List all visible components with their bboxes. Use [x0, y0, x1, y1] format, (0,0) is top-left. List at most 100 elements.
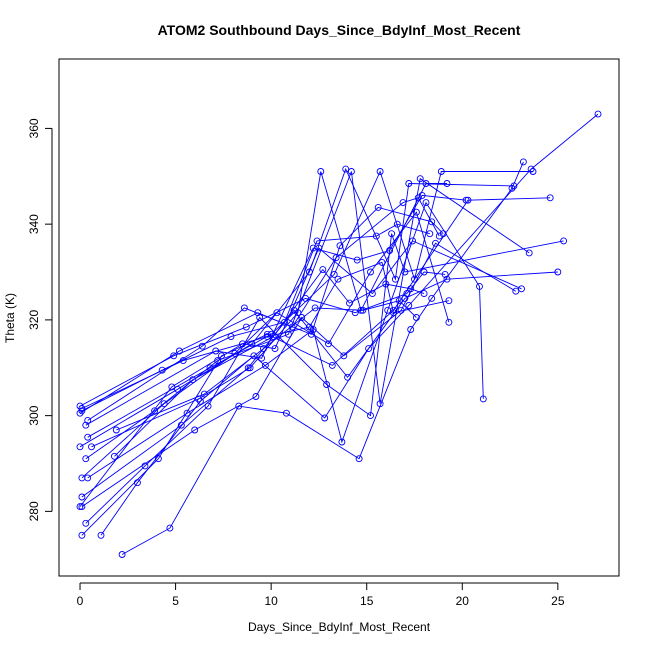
data-point [426, 230, 434, 238]
data-point [235, 402, 243, 410]
data-point [401, 294, 409, 302]
series-19 [76, 268, 449, 410]
data-point [282, 409, 290, 417]
data-point [407, 285, 415, 293]
data-point [340, 352, 348, 360]
data-point [250, 352, 258, 360]
data-point [309, 326, 317, 333]
data-point [395, 297, 403, 305]
series-4 [82, 230, 568, 527]
data-point [347, 168, 355, 175]
data-point [76, 402, 84, 410]
data-point [428, 218, 436, 226]
data-point [432, 239, 439, 247]
data-point [367, 412, 374, 420]
data-point [518, 285, 525, 293]
data-point [84, 416, 92, 424]
data-point [439, 230, 447, 238]
chart-title: ATOM2 Southbound Days_Since_BdyInf_Most_… [158, 22, 521, 38]
data-point [254, 309, 262, 317]
data-point [554, 268, 562, 276]
x-tick-label: 15 [360, 594, 374, 608]
data-point [378, 258, 386, 266]
data-point [78, 531, 86, 539]
data-point [525, 249, 533, 257]
data-point [519, 158, 527, 166]
series-15 [84, 203, 447, 424]
data-point [271, 345, 279, 353]
data-point [330, 270, 338, 278]
data-point [412, 208, 420, 216]
y-axis-label: Theta (K) [3, 293, 17, 343]
data-point [313, 237, 321, 245]
data-point [405, 180, 413, 187]
plot-frame [58, 58, 620, 577]
data-point [479, 395, 487, 403]
data-point [401, 268, 409, 276]
series-8 [84, 199, 487, 482]
data-point [317, 168, 325, 175]
data-point [476, 282, 483, 290]
data-point [118, 551, 126, 558]
series-line [81, 197, 551, 536]
x-tick-label: 10 [264, 594, 278, 608]
data-point [246, 364, 254, 372]
data-point [445, 318, 453, 326]
data-point [390, 309, 397, 317]
x-tick-label: 20 [456, 594, 470, 608]
data-point [405, 302, 413, 309]
data-point [281, 318, 288, 326]
data-point [386, 247, 394, 254]
data-point [374, 203, 382, 211]
y-tick-label: 340 [27, 214, 41, 234]
data-point [78, 407, 86, 415]
data-point [239, 340, 246, 348]
series-line [116, 300, 417, 431]
data-point [260, 345, 267, 353]
series-10 [82, 168, 533, 463]
data-point [204, 402, 212, 410]
x-axis: 0 5 10 15 20 25 [77, 582, 565, 608]
x-tick-label: 5 [172, 594, 179, 608]
series-13 [84, 168, 537, 441]
y-tick-label: 320 [27, 310, 41, 330]
data-point [382, 280, 390, 288]
data-point [112, 426, 120, 434]
data-point [332, 254, 340, 262]
data-point [510, 182, 518, 190]
data-point [594, 110, 602, 118]
data-point [391, 275, 399, 283]
data-point [311, 304, 319, 312]
data-point [82, 455, 90, 463]
data-point [422, 199, 430, 207]
x-axis-label: Days_Since_BdyInf_Most_Recent [248, 620, 431, 634]
series-line [121, 161, 524, 555]
data-point [334, 275, 342, 283]
data-point [305, 323, 313, 331]
series-line [87, 170, 533, 438]
data-point [355, 455, 363, 463]
data-point [407, 326, 415, 333]
data-point [84, 433, 92, 441]
series-line [81, 242, 517, 507]
data-point [388, 230, 396, 238]
data-point [359, 306, 367, 314]
data-point [353, 256, 361, 264]
data-point [166, 524, 174, 532]
data-point [443, 275, 451, 283]
data-point [546, 194, 554, 202]
data-point [414, 194, 422, 202]
data-point [200, 390, 208, 398]
data-point [412, 314, 420, 321]
data-point [416, 175, 424, 183]
data-point [82, 519, 90, 527]
data-point [88, 443, 95, 451]
data-point [76, 503, 84, 511]
data-point [97, 531, 105, 539]
data-point [261, 361, 269, 369]
data-point [399, 199, 407, 207]
data-point [462, 196, 470, 204]
data-point [325, 340, 332, 348]
data-point [195, 395, 202, 403]
